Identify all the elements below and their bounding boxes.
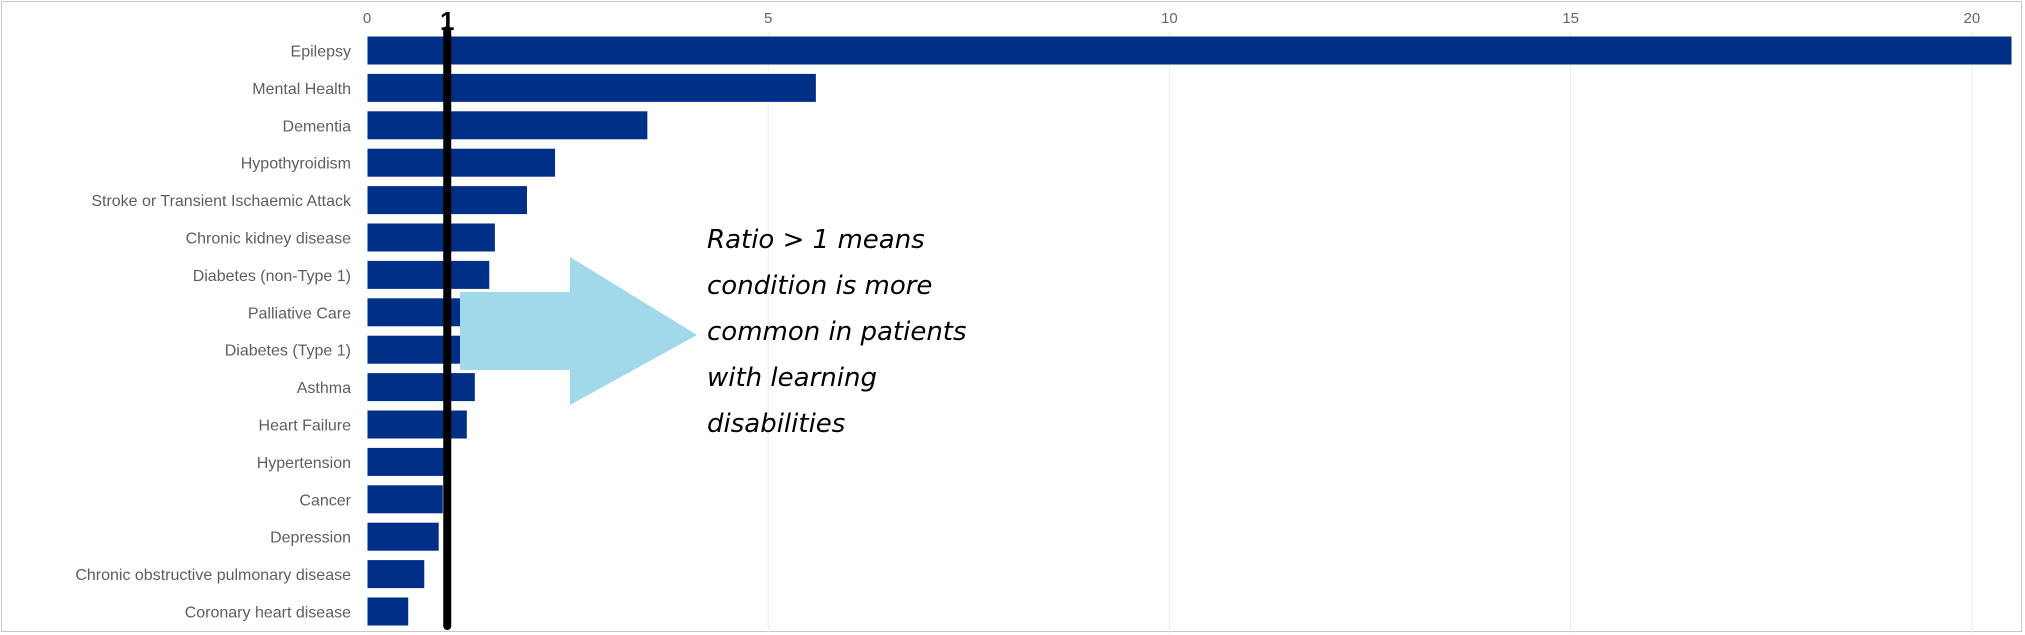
category-labels: Epilepsy Mental Health Dementia Hypothyroid…: [75, 44, 352, 622]
category-label: Chronic kidney disease: [186, 231, 352, 248]
category-label: Stroke or Transient Ischaemic Attack: [91, 193, 352, 210]
category-label: Cancer: [299, 492, 351, 509]
x-tick-label: 5: [764, 10, 772, 27]
bar[interactable]: [366, 147, 557, 178]
x-tick-label: 0: [363, 10, 371, 27]
category-label: Heart Failure: [259, 418, 352, 435]
x-tick-label: 15: [1562, 10, 1579, 27]
bar[interactable]: [366, 72, 817, 103]
category-label: Hypertension: [257, 455, 351, 472]
bar[interactable]: [366, 446, 448, 477]
bar[interactable]: [366, 259, 491, 290]
gridlines: [767, 32, 1973, 633]
bar[interactable]: [366, 297, 476, 328]
x-tick-label: 20: [1964, 10, 1981, 27]
category-label: Dementia: [283, 118, 352, 135]
bar[interactable]: [366, 35, 2013, 66]
bar[interactable]: [366, 484, 444, 515]
category-label: Asthma: [297, 380, 351, 397]
x-axis-ticks: 0 5 10 15 20: [363, 10, 1980, 27]
bar[interactable]: [366, 110, 649, 141]
category-label: Mental Health: [252, 81, 351, 98]
category-label: Coronary heart disease: [185, 605, 351, 622]
category-label: Chronic obstructive pulmonary disease: [75, 567, 351, 584]
bar[interactable]: [366, 222, 496, 253]
category-label: Palliative Care: [248, 305, 351, 322]
bar[interactable]: [366, 334, 476, 365]
bar[interactable]: [366, 559, 426, 590]
x-tick-label: 10: [1161, 10, 1178, 27]
bar[interactable]: [366, 596, 410, 627]
category-label: Hypothyroidism: [241, 156, 351, 173]
bar[interactable]: [366, 409, 468, 440]
bar[interactable]: [366, 521, 440, 552]
category-label: Depression: [270, 530, 351, 547]
annotation-arrow: [460, 257, 697, 405]
category-label: Diabetes (non-Type 1): [193, 268, 351, 285]
reference-line-label: 1: [440, 6, 454, 36]
category-label: Epilepsy: [291, 44, 351, 61]
bar[interactable]: [366, 372, 476, 403]
category-label: Diabetes (Type 1): [225, 343, 351, 360]
annotation-text: Ratio > 1 means condition is more common…: [707, 225, 967, 439]
